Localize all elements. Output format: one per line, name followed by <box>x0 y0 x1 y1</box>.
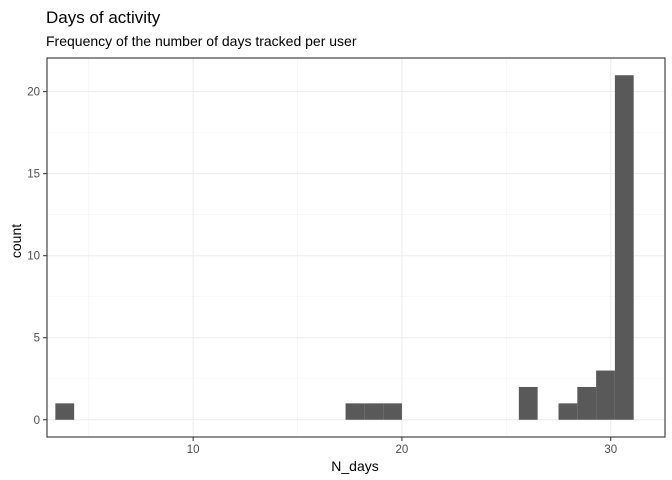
y-tick-label: 15 <box>27 169 40 181</box>
histogram-bar <box>55 403 75 420</box>
histogram-bar <box>614 75 634 420</box>
histogram-bar <box>558 403 578 420</box>
x-axis-title: N_days <box>331 458 378 474</box>
histogram-bars <box>55 75 634 420</box>
histogram-bar <box>596 370 615 420</box>
y-tick-label: 20 <box>27 87 40 99</box>
y-axis: 0 5 10 15 20 <box>27 87 47 427</box>
y-tick-label: 10 <box>27 251 40 263</box>
chart-subtitle: Frequency of the number of days tracked … <box>46 33 357 49</box>
x-axis: 10 20 30 <box>187 437 617 456</box>
x-tick-label: 10 <box>187 444 200 456</box>
x-tick-label: 20 <box>396 444 409 456</box>
y-tick-label: 0 <box>34 415 40 427</box>
grid-lines <box>47 58 665 437</box>
chart-title: Days of activity <box>46 8 161 27</box>
histogram-bar <box>577 386 597 420</box>
histogram-bar <box>383 403 402 420</box>
x-tick-label: 30 <box>604 444 617 456</box>
histogram-bar <box>364 403 384 420</box>
y-axis-title: count <box>8 224 24 258</box>
y-tick-label: 5 <box>34 333 40 345</box>
plot-panel <box>46 57 666 438</box>
histogram-bar <box>345 403 365 420</box>
histogram-bar <box>518 386 538 420</box>
